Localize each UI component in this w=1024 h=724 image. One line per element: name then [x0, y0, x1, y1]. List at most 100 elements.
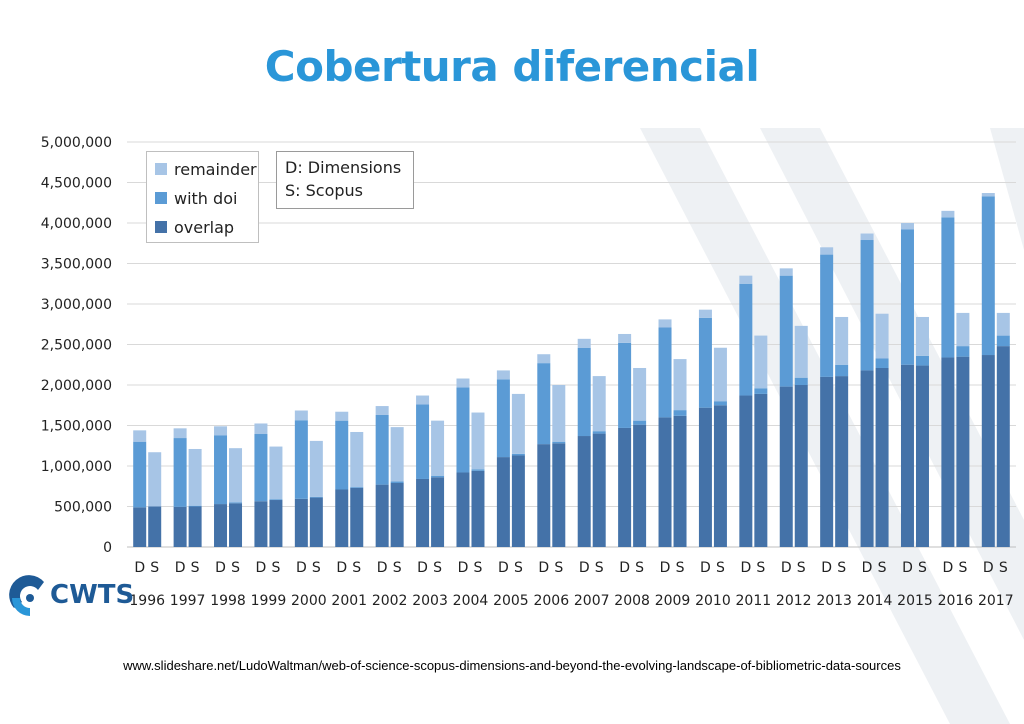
bar-overlap-d	[618, 427, 632, 547]
bar-with-doi-d	[214, 435, 228, 505]
bar-remainder-s	[390, 427, 404, 482]
x-tick-label: 2004	[453, 593, 489, 609]
bar-remainder-s	[633, 367, 647, 421]
bar-with-doi-d	[981, 196, 995, 356]
cwts-logo: CWTS	[8, 572, 134, 622]
x-tick-label: 2000	[291, 593, 327, 609]
bar-source-label: D	[660, 560, 671, 576]
bar-with-doi-s	[471, 469, 485, 471]
bar-with-doi-d	[375, 414, 389, 485]
bar-overlap-s	[269, 500, 283, 547]
bar-with-doi-s	[956, 346, 970, 357]
bar-source-label: S	[433, 560, 442, 576]
y-tick-label: 0	[103, 540, 112, 556]
bar-with-doi-s	[431, 475, 445, 478]
bar-overlap-s	[956, 356, 970, 547]
bar-overlap-s	[673, 415, 687, 547]
bar-source-label: D	[175, 560, 186, 576]
bar-remainder-d	[456, 378, 470, 388]
bar-overlap-d	[294, 498, 308, 547]
bar-remainder-d	[618, 333, 632, 343]
bar-remainder-d	[981, 193, 995, 197]
bar-source-label: D	[821, 560, 832, 576]
bar-overlap-s	[390, 483, 404, 547]
bar-with-doi-d	[779, 275, 793, 387]
bar-remainder-s	[592, 376, 606, 432]
source-url: www.slideshare.net/LudoWaltman/web-of-sc…	[123, 658, 901, 673]
bar-with-doi-s	[188, 505, 202, 507]
note-dimensions: D: Dimensions	[285, 158, 402, 177]
bar-remainder-s	[148, 452, 162, 507]
bar-overlap-s	[713, 405, 727, 547]
bar-remainder-s	[794, 325, 808, 378]
x-tick-label: 2009	[655, 593, 691, 609]
bar-with-doi-d	[658, 327, 672, 418]
bar-with-doi-s	[269, 499, 283, 501]
bar-overlap-s	[229, 503, 243, 547]
bar-overlap-s	[511, 455, 525, 547]
bar-source-label: D	[538, 560, 549, 576]
legend-item-with-doi: with doi	[155, 189, 237, 208]
bar-remainder-d	[779, 268, 793, 276]
bar-source-label: S	[797, 560, 806, 576]
bar-source-label: S	[312, 560, 321, 576]
bar-source-label: S	[958, 560, 967, 576]
bar-overlap-s	[309, 497, 323, 547]
x-tick-label: 2006	[533, 593, 569, 609]
bar-remainder-d	[577, 338, 591, 348]
bar-with-doi-d	[416, 404, 430, 479]
bar-with-doi-d	[860, 240, 874, 371]
bar-remainder-d	[820, 247, 834, 255]
bar-overlap-d	[133, 507, 147, 547]
slide-title: Cobertura diferencial	[264, 42, 760, 91]
bar-source-label: S	[191, 560, 200, 576]
legend-swatch-remainder	[155, 163, 167, 175]
y-tick-label: 3,500,000	[41, 257, 112, 273]
x-tick-label: 2005	[493, 593, 529, 609]
bar-overlap-d	[335, 489, 349, 547]
bar-overlap-d	[254, 501, 268, 547]
bar-with-doi-d	[820, 254, 834, 377]
bar-remainder-d	[416, 395, 430, 405]
bar-source-label: S	[231, 560, 240, 576]
bar-source-label: D	[417, 560, 428, 576]
cwts-logo-mark	[9, 575, 45, 616]
y-tick-label: 1,000,000	[41, 459, 112, 475]
bar-source-label: D	[336, 560, 347, 576]
bar-remainder-s	[229, 448, 243, 503]
bar-with-doi-s	[350, 487, 364, 488]
x-tick-label: 2015	[897, 593, 933, 609]
bar-source-label: D	[256, 560, 267, 576]
bar-with-doi-s	[552, 441, 566, 444]
y-tick-label: 2,500,000	[41, 338, 112, 354]
bar-overlap-d	[416, 478, 430, 547]
bar-source-label: D	[296, 560, 307, 576]
bar-overlap-d	[860, 370, 874, 547]
bar-overlap-s	[350, 487, 364, 547]
x-tick-label: 2002	[372, 593, 408, 609]
bar-remainder-d	[335, 411, 349, 421]
bar-remainder-d	[133, 430, 147, 442]
bar-remainder-s	[713, 347, 727, 402]
bar-overlap-d	[456, 472, 470, 547]
bar-source-label: D	[902, 560, 913, 576]
bar-with-doi-d	[900, 229, 914, 365]
bar-overlap-s	[552, 443, 566, 547]
y-tick-label: 2,000,000	[41, 378, 112, 394]
bar-overlap-d	[214, 504, 228, 547]
x-tick-label: 1997	[170, 593, 206, 609]
bar-source-label: S	[554, 560, 563, 576]
bar-source-label: S	[635, 560, 644, 576]
x-tick-label: 2017	[978, 593, 1014, 609]
x-tick-label: 2010	[695, 593, 731, 609]
legend-item-remainder: remainder	[155, 160, 257, 179]
bar-with-doi-s	[229, 502, 243, 504]
bar-remainder-d	[537, 354, 551, 364]
x-tick-label: 2008	[614, 593, 650, 609]
bar-with-doi-d	[941, 217, 955, 358]
bar-with-doi-d	[496, 379, 510, 458]
bar-overlap-s	[754, 393, 768, 547]
bar-source-label: D	[458, 560, 469, 576]
bar-with-doi-d	[618, 342, 632, 428]
